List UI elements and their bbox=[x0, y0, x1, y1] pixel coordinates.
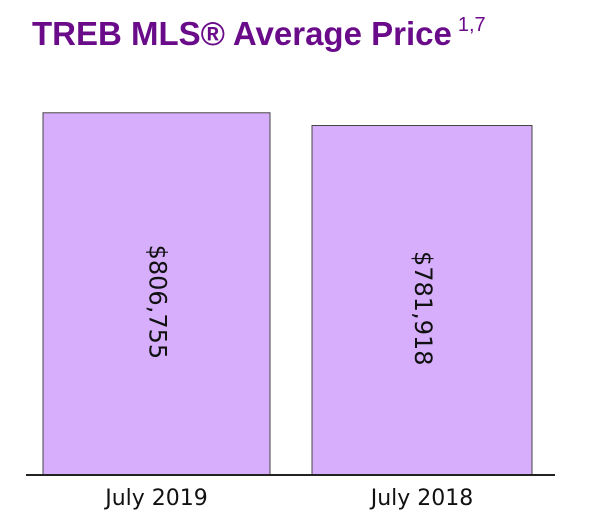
chart-title: TREB MLS® Average Price 1,7 bbox=[32, 14, 486, 53]
x-tick-label: July 2018 bbox=[369, 486, 474, 511]
title-superscript: 1,7 bbox=[457, 14, 486, 36]
data-label: $781,918 bbox=[409, 251, 437, 366]
chart-title-text: TREB MLS® Average Price bbox=[32, 15, 452, 52]
bar-1 bbox=[42, 112, 271, 476]
x-tick-label: July 2019 bbox=[103, 486, 208, 511]
data-label: $806,755 bbox=[144, 245, 172, 360]
bar-2 bbox=[311, 125, 533, 476]
